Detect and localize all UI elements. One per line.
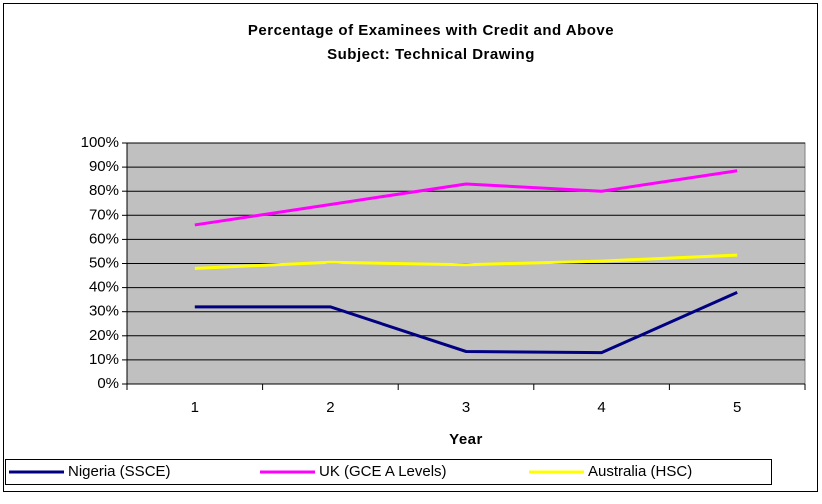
x-tick-label: 1 (191, 399, 199, 416)
y-tick-label: 30% (89, 303, 119, 320)
series-line (194, 169, 738, 227)
y-tick-label: 40% (89, 279, 119, 296)
x-tick-label: 3 (462, 399, 470, 416)
legend-label: UK (GCE A Levels) (319, 463, 447, 480)
x-tick-label: 4 (597, 399, 605, 416)
y-tick-label: 50% (89, 254, 119, 271)
chart-subtitle: Subject: Technical Drawing (327, 46, 535, 63)
legend-label: Australia (HSC) (588, 463, 692, 480)
y-tick-label: 80% (89, 182, 119, 199)
y-tick-label: 60% (89, 230, 119, 247)
legend-label: Nigeria (SSCE) (68, 463, 171, 480)
series-line (194, 253, 738, 270)
y-tick-label: 70% (89, 206, 119, 223)
x-axis-label: Year (449, 431, 483, 448)
y-tick-label: 0% (97, 375, 119, 392)
y-tick-label: 20% (89, 327, 119, 344)
x-tick-label: 2 (326, 399, 334, 416)
legend (5, 459, 772, 485)
y-tick-label: 100% (81, 134, 119, 151)
chart-title: Percentage of Examinees with Credit and … (248, 22, 614, 39)
y-tick-label: 10% (89, 351, 119, 368)
series-line (194, 291, 738, 355)
y-tick-label: 90% (89, 158, 119, 175)
x-tick-label: 5 (733, 399, 741, 416)
